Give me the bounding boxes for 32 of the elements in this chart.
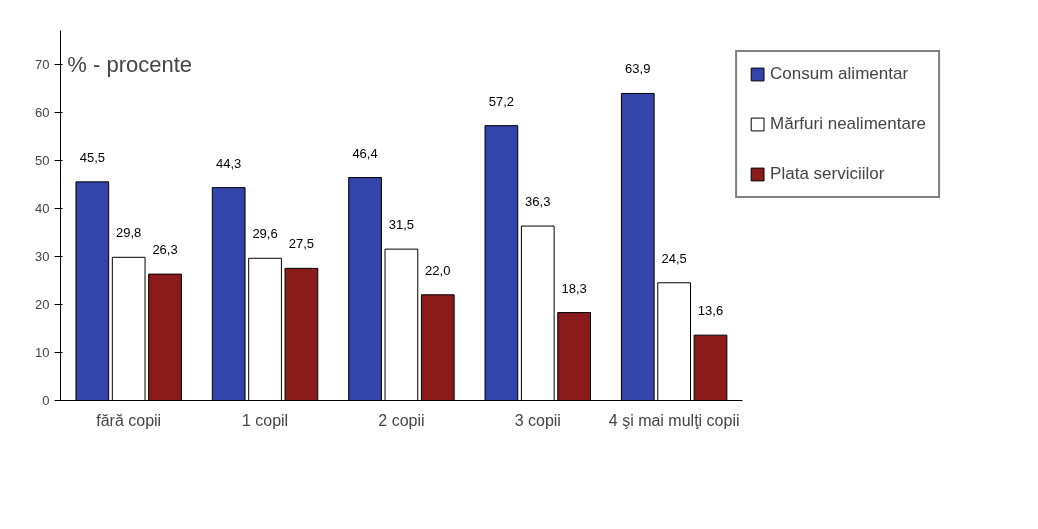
legend-label: Mărfuri nealimentare bbox=[770, 114, 926, 134]
text: 29,6 bbox=[252, 226, 278, 242]
text: 44,3 bbox=[216, 155, 242, 171]
y-tick-label: 20 bbox=[35, 296, 50, 312]
text: 45,5 bbox=[79, 149, 105, 165]
annotation: % - procente bbox=[67, 51, 193, 77]
text: 22,0 bbox=[425, 262, 451, 278]
legend-label: Consum alimentar bbox=[770, 64, 909, 84]
x-tick-label: 3 copii bbox=[514, 411, 561, 429]
text: 26,3 bbox=[152, 242, 178, 258]
text: 36,3 bbox=[525, 194, 551, 210]
text: 24,5 bbox=[661, 250, 687, 266]
x-tick-label: 4 şi mai mulţi copii bbox=[608, 411, 740, 429]
text: 27,5 bbox=[288, 236, 315, 252]
legend-label: Plata serviciilor bbox=[770, 164, 885, 184]
y-tick-label: 10 bbox=[35, 344, 50, 360]
text: 57,2 bbox=[488, 93, 515, 109]
x-tick-label: fără copii bbox=[96, 411, 162, 429]
text: 29,8 bbox=[116, 225, 142, 241]
y-tick-label: 30 bbox=[35, 248, 50, 264]
text: 46,4 bbox=[352, 145, 378, 161]
y-tick-label: 60 bbox=[35, 104, 50, 120]
text: 63,9 bbox=[625, 61, 651, 77]
text: 13,6 bbox=[697, 303, 724, 319]
y-tick-label: 0 bbox=[42, 393, 50, 408]
text: 18,3 bbox=[561, 280, 587, 296]
text: 31,5 bbox=[388, 217, 415, 233]
x-tick-label: 2 copii bbox=[378, 411, 425, 429]
y-tick-label: 50 bbox=[35, 152, 50, 168]
y-tick-label: 70 bbox=[35, 56, 50, 72]
y-tick-label: 40 bbox=[35, 200, 50, 216]
x-tick-label: 1 copil bbox=[241, 411, 289, 429]
